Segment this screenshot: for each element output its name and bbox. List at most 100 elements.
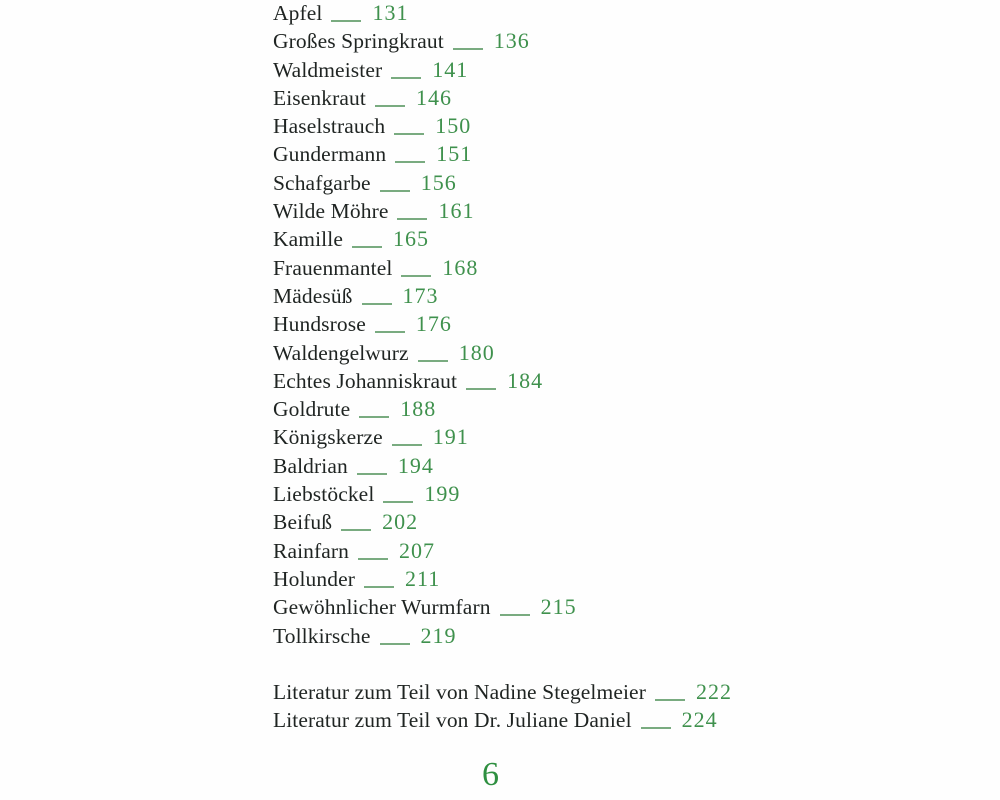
leader-dash (417, 359, 448, 362)
toc-entry-row: Rainfarn 207 (273, 538, 577, 566)
toc-entry-row: Mädesüß 173 (273, 283, 577, 311)
toc-entry-page-number: 141 (432, 56, 469, 82)
leader-dash (374, 104, 405, 107)
literature-entry-row: Literatur zum Teil von Dr. Juliane Danie… (273, 707, 732, 735)
leader-dash (379, 189, 410, 192)
literature-entry-label: Literatur zum Teil von Nadine Stegelmeie… (273, 680, 646, 704)
toc-entry-label: Schafgarbe (273, 170, 371, 195)
toc-entry-row: Goldrute 188 (273, 396, 577, 424)
toc-entries-list: Apfel 131 Großes Springkraut 136 Waldmei… (273, 0, 577, 651)
leader-dash (356, 472, 387, 475)
toc-entry-page-number: 215 (540, 594, 577, 620)
toc-literature-list: Literatur zum Teil von Nadine Stegelmeie… (273, 679, 732, 736)
toc-entry-page-number: 188 (400, 396, 437, 422)
toc-entry-label: Rainfarn (273, 538, 350, 563)
toc-entry-row: Haselstrauch 150 (273, 113, 577, 141)
toc-entry-row: Holunder 211 (273, 566, 577, 594)
leader-dash (499, 614, 530, 617)
toc-entry-label: Waldengelwurz (273, 340, 409, 365)
toc-entry-page-number: 202 (382, 509, 419, 535)
toc-entry-page-number: 165 (392, 226, 429, 252)
leader-dash (364, 585, 395, 588)
leader-dash (391, 76, 422, 79)
toc-entry-row: Frauenmantel 168 (273, 255, 577, 283)
toc-entry-row: Wilde Möhre 161 (273, 198, 577, 226)
toc-entry-label: Eisenkraut (273, 85, 366, 110)
toc-entry-label: Liebstöckel (273, 482, 375, 507)
leader-dash (361, 302, 392, 305)
toc-entry-label: Frauenmantel (273, 255, 393, 280)
leader-dash (395, 161, 426, 164)
toc-entry-page-number: 146 (415, 84, 452, 110)
toc-entry-row: Tollkirsche 219 (273, 623, 577, 651)
literature-entry-row: Literatur zum Teil von Nadine Stegelmeie… (273, 679, 732, 707)
toc-entry-row: Großes Springkraut 136 (273, 28, 577, 56)
leader-dash (383, 501, 414, 504)
leader-dash (341, 529, 372, 532)
leader-dash (359, 416, 390, 419)
toc-entry-page-number: 211 (405, 565, 441, 591)
toc-entry-row: Baldrian 194 (273, 453, 577, 481)
toc-entry-page-number: 184 (507, 367, 544, 393)
toc-entry-row: Eisenkraut 146 (273, 85, 577, 113)
toc-entry-page-number: 168 (442, 254, 479, 280)
toc-entry-row: Liebstöckel 199 (273, 481, 577, 509)
toc-entry-row: Hundsrose 176 (273, 311, 577, 339)
toc-entry-page-number: 219 (420, 622, 457, 648)
toc-entry-row: Waldmeister 141 (273, 57, 577, 85)
toc-entry-page-number: 150 (435, 113, 472, 139)
leader-dash (654, 699, 685, 701)
toc-entry-row: Echtes Johanniskraut 184 (273, 368, 577, 396)
toc-entry-label: Haselstrauch (273, 114, 386, 139)
toc-entry-row: Apfel 131 (273, 0, 577, 28)
leader-dash (466, 387, 497, 390)
toc-entry-label: Kamille (273, 227, 343, 252)
leader-dash (640, 727, 671, 730)
toc-entry-label: Gewöhnlicher Wurmfarn (273, 595, 491, 620)
toc-entry-label: Waldmeister (273, 57, 383, 82)
leader-dash (358, 557, 389, 560)
leader-dash (394, 133, 425, 136)
folio-page-number: 6 (482, 756, 499, 793)
toc-entry-page-number: 136 (493, 28, 530, 54)
toc-entry-label: Baldrian (273, 453, 348, 478)
toc-entry-row: Schafgarbe 156 (273, 170, 577, 198)
leader-dash (374, 331, 405, 334)
toc-entry-label: Wilde Möhre (273, 199, 389, 224)
toc-entry-row: Kamille 165 (273, 226, 577, 254)
toc-entry-label: Apfel (273, 1, 323, 25)
toc-entry-row: Gundermann 151 (273, 141, 577, 169)
toc-entry-label: Hundsrose (273, 312, 366, 337)
leader-dash (452, 48, 483, 51)
toc-entry-page-number: 207 (399, 537, 436, 563)
toc-entry-label: Beifuß (273, 510, 333, 535)
toc-entry-row: Königskerze 191 (273, 424, 577, 452)
literature-entry-label: Literatur zum Teil von Dr. Juliane Danie… (273, 708, 632, 733)
toc-entry-label: Großes Springkraut (273, 29, 444, 54)
leader-dash (401, 274, 432, 277)
toc-entry-page-number: 131 (372, 0, 409, 25)
leader-dash (391, 444, 422, 447)
toc-entry-label: Goldrute (273, 397, 351, 422)
toc-entry-row: Gewöhnlicher Wurmfarn 215 (273, 594, 577, 622)
toc-entry-label: Tollkirsche (273, 623, 371, 648)
toc-entry-page-number: 173 (402, 282, 439, 308)
literature-entry-page-number: 222 (695, 679, 732, 704)
toc-entry-label: Holunder (273, 566, 356, 591)
toc-entry-page-number: 161 (438, 198, 475, 224)
toc-entry-page-number: 180 (458, 339, 495, 365)
toc-entry-page-number: 176 (415, 311, 452, 337)
toc-entry-row: Waldengelwurz 180 (273, 340, 577, 368)
toc-entry-page-number: 194 (397, 452, 434, 478)
toc-entry-label: Mädesüß (273, 283, 353, 308)
toc-entry-label: Gundermann (273, 142, 387, 167)
toc-entry-label: Königskerze (273, 425, 383, 450)
leader-dash (379, 642, 410, 645)
leader-dash (397, 218, 428, 221)
toc-entry-page-number: 191 (432, 424, 469, 450)
toc-entry-page-number: 199 (424, 481, 461, 507)
literature-entry-page-number: 224 (681, 707, 718, 733)
toc-entry-row: Beifuß 202 (273, 509, 577, 537)
toc-entry-page-number: 156 (420, 169, 457, 195)
